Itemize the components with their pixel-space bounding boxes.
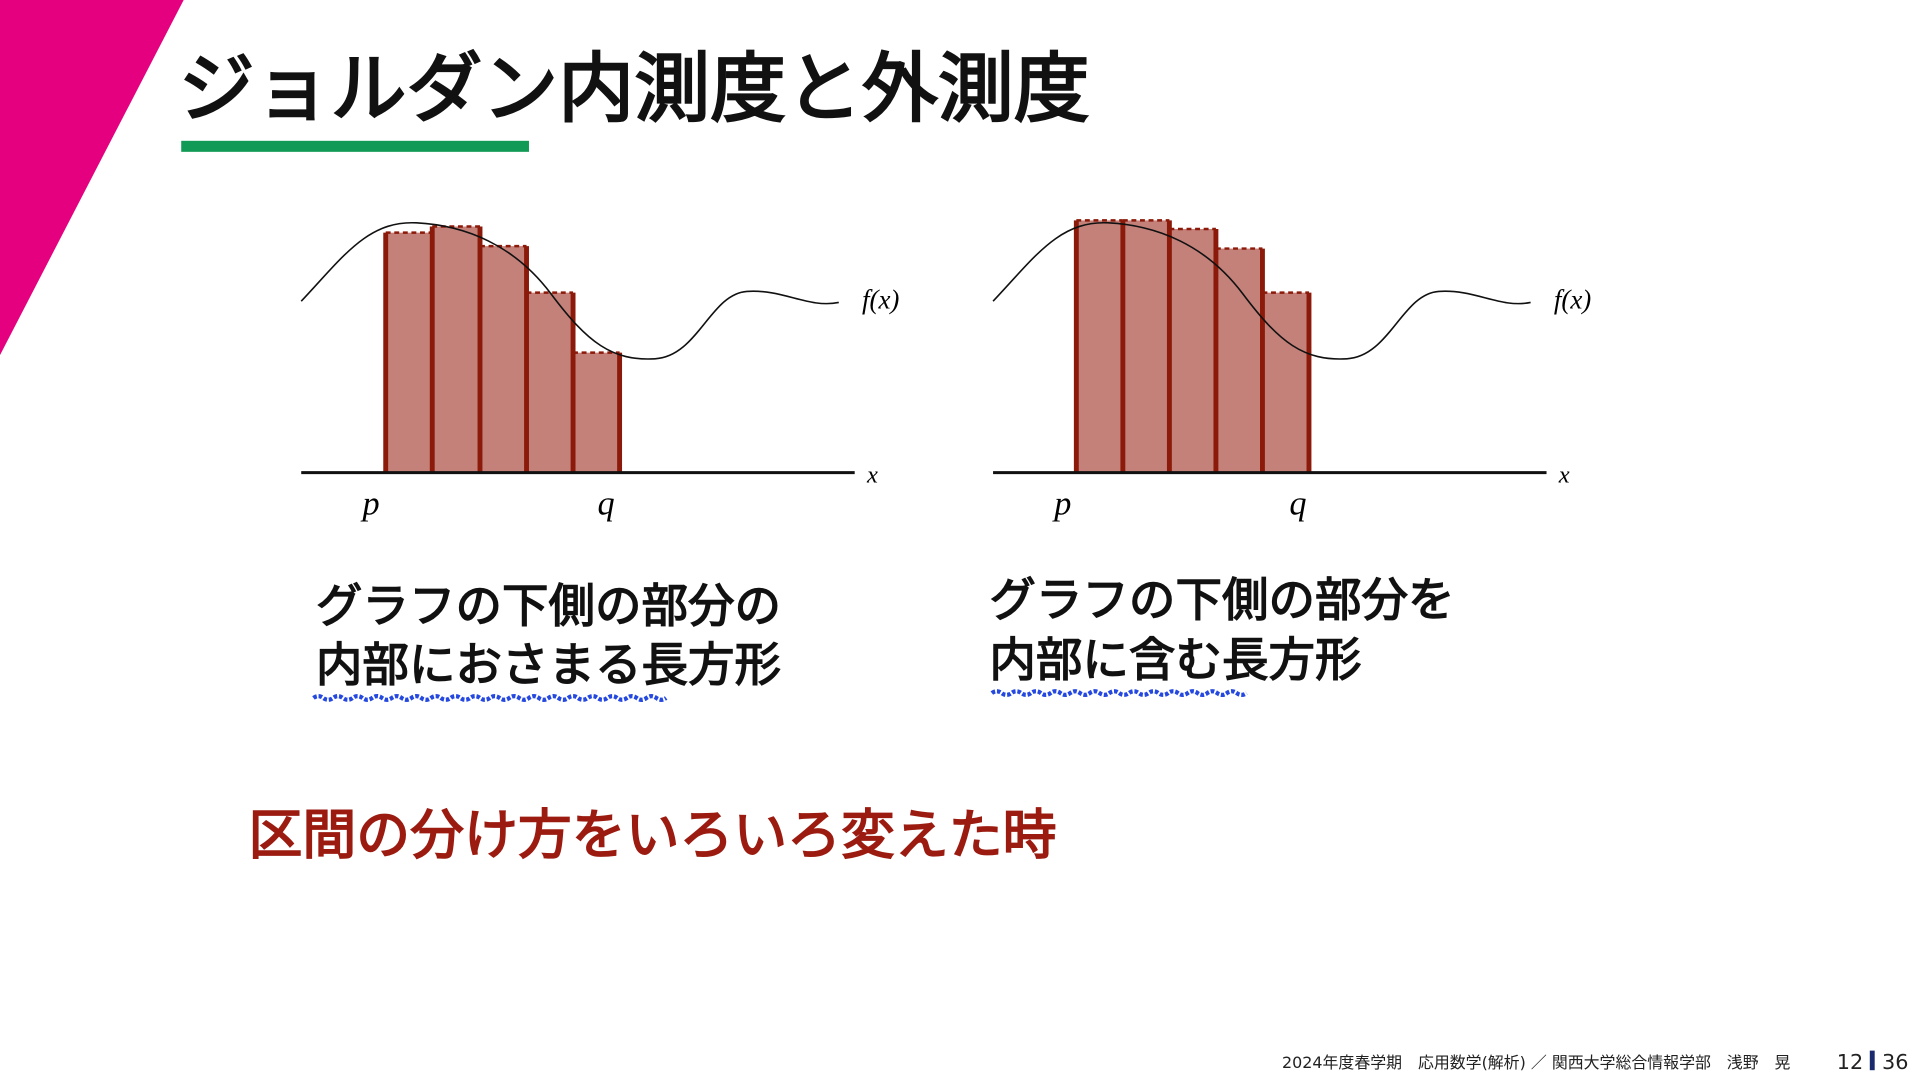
caption-line: 内部におさまる長方形 <box>316 638 782 692</box>
rect <box>1215 248 1263 473</box>
interval-end: q <box>598 484 615 522</box>
rect-tops <box>1076 219 1309 294</box>
rect <box>1122 220 1170 473</box>
figure-outer: x f(x) p q グラフの下側の部分を 内部に含む長方形 <box>989 219 1591 698</box>
rect-edges <box>383 226 623 473</box>
axis-label: x <box>1558 461 1570 488</box>
axis-label: x <box>866 461 878 488</box>
corner-triangle <box>0 0 184 356</box>
rect <box>526 292 574 473</box>
underline <box>312 693 668 702</box>
rect <box>480 246 527 473</box>
note: 区間の分け方をいろいろ変えた時 <box>249 803 1057 866</box>
caption-line: グラフの下側の部分の <box>316 579 781 633</box>
slide-title: ジョルダン内測度と外測度 <box>179 45 1090 133</box>
rect <box>573 352 620 473</box>
function-curve <box>992 222 1531 360</box>
rect <box>1262 292 1309 473</box>
function-label: f(x) <box>862 285 899 315</box>
page-separator <box>1869 1050 1875 1071</box>
title-underline <box>181 140 529 152</box>
function-curve <box>300 222 839 360</box>
rect <box>432 226 480 473</box>
page-total: 36 <box>1882 1050 1908 1074</box>
caption-line: 内部に含む長方形 <box>989 633 1362 687</box>
page-number: 12 <box>1837 1050 1863 1074</box>
rect <box>1169 228 1216 473</box>
interval-end: q <box>1289 484 1306 522</box>
footer-course: 2024年度春学期 応用数学(解析) ／ 関西大学総合情報学部 浅野 晃 <box>1282 1053 1790 1072</box>
caption-line: グラフの下側の部分を <box>989 573 1454 627</box>
interval-start: p <box>1052 484 1071 522</box>
rect-edges <box>1073 220 1312 473</box>
rect <box>385 232 433 473</box>
interval-start: p <box>360 484 379 522</box>
rect <box>1076 220 1123 473</box>
figure-inner: x f(x) p q グラフの下側の部分の 内部におさまる長方形 <box>300 222 899 702</box>
underline <box>990 689 1248 698</box>
rect-tops <box>385 225 620 354</box>
function-label: f(x) <box>1554 285 1591 315</box>
